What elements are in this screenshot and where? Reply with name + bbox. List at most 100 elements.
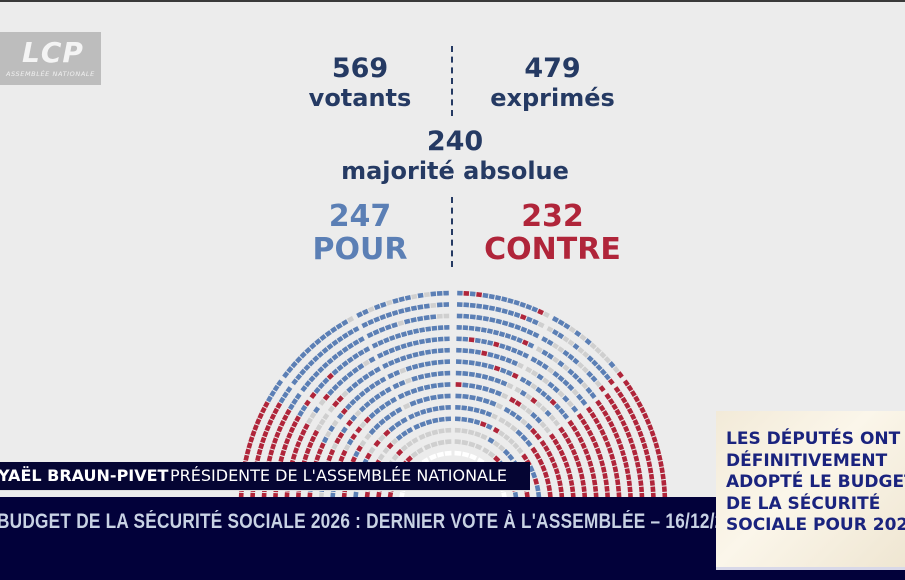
seat — [581, 382, 589, 390]
seat — [586, 370, 594, 378]
seat — [558, 486, 564, 493]
seat — [474, 337, 481, 344]
seat — [475, 361, 482, 367]
seat — [482, 292, 489, 299]
seat — [514, 400, 522, 407]
seat — [411, 375, 418, 382]
seat — [297, 410, 304, 417]
seat — [397, 392, 405, 400]
seat — [519, 314, 527, 321]
seat — [534, 416, 543, 424]
seat — [537, 321, 545, 329]
seat — [587, 460, 594, 467]
stat-exprimes: 479 exprimés — [470, 54, 635, 113]
seat — [268, 449, 275, 456]
seat — [562, 364, 570, 372]
seat — [389, 396, 398, 404]
seat — [541, 349, 549, 357]
seat — [596, 423, 603, 431]
seat — [557, 390, 565, 398]
seat — [615, 438, 622, 445]
seat — [513, 311, 521, 319]
seat — [352, 339, 360, 347]
seat — [336, 349, 344, 357]
seat — [316, 448, 324, 455]
seat — [572, 357, 580, 365]
seat — [276, 425, 283, 433]
seat — [297, 434, 304, 442]
seat — [321, 347, 329, 354]
seat — [614, 408, 622, 416]
seat — [594, 380, 602, 388]
seat — [544, 409, 552, 417]
seat — [368, 427, 376, 436]
seat — [592, 441, 599, 449]
seat — [284, 408, 292, 416]
seat — [411, 437, 419, 444]
seat — [354, 409, 362, 417]
seat — [331, 443, 338, 450]
seat — [309, 391, 317, 400]
seat — [362, 373, 370, 381]
seat — [280, 449, 287, 457]
seat — [347, 342, 354, 350]
seat — [336, 395, 344, 403]
seat — [340, 407, 348, 415]
seat — [303, 423, 310, 431]
seat — [431, 337, 438, 343]
seat — [567, 473, 574, 480]
seat — [575, 460, 582, 468]
seat — [534, 432, 542, 441]
seat — [307, 359, 315, 367]
seat — [526, 328, 534, 336]
seat — [272, 384, 280, 392]
seat — [423, 292, 430, 298]
seat — [386, 299, 393, 306]
seat — [608, 361, 616, 369]
seat — [488, 293, 495, 300]
seat — [581, 366, 589, 374]
seat — [269, 390, 277, 398]
seat — [347, 316, 355, 323]
seat — [396, 448, 404, 457]
seat — [417, 292, 424, 299]
seat — [500, 380, 508, 387]
seat — [461, 439, 469, 446]
seat — [571, 405, 579, 413]
seat — [399, 355, 407, 362]
seat — [639, 436, 646, 444]
seat — [603, 479, 609, 486]
seat — [530, 446, 538, 455]
seat — [562, 335, 570, 343]
seat — [341, 390, 349, 398]
seat — [504, 420, 512, 428]
seat — [602, 410, 609, 417]
seat — [547, 381, 555, 389]
seat — [557, 332, 565, 340]
seat — [567, 383, 575, 392]
seat — [423, 303, 430, 309]
seat — [534, 484, 541, 492]
seat — [616, 371, 624, 379]
seat — [475, 384, 483, 391]
seat — [366, 331, 374, 339]
seat — [367, 306, 375, 313]
seat — [493, 353, 500, 360]
seat — [595, 364, 603, 372]
seat — [651, 436, 658, 443]
seat — [357, 349, 365, 357]
seat — [527, 342, 535, 349]
promo-text: LES DÉPUTÉS ONT DÉFINITIVEMENT ADOPTÉ LE… — [726, 429, 905, 537]
seat — [525, 439, 533, 448]
seat — [404, 306, 411, 313]
seat — [580, 418, 588, 426]
seat — [626, 480, 632, 487]
seat — [468, 383, 476, 389]
seat — [590, 375, 598, 383]
seat — [626, 384, 634, 392]
seat — [598, 404, 606, 412]
seat — [372, 328, 380, 336]
seat — [362, 359, 370, 367]
seat — [509, 424, 518, 433]
seat — [540, 464, 547, 472]
